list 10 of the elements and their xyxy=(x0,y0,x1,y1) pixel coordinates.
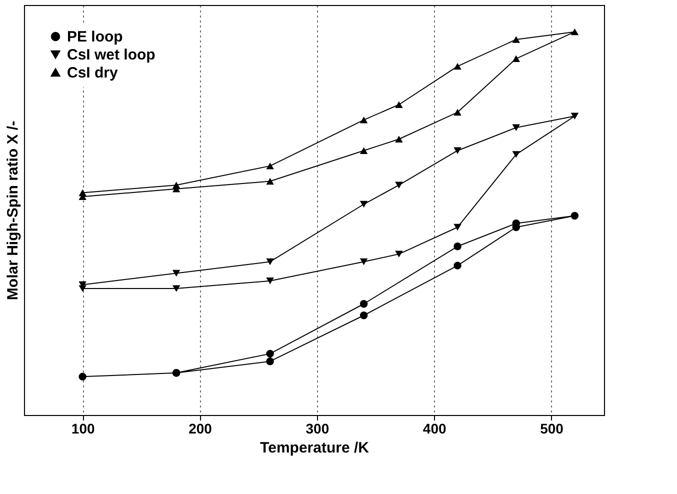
x-axis-title: Temperature /K xyxy=(260,440,370,456)
x-tick-label: 100 xyxy=(71,420,95,436)
legend-label: CsI dry xyxy=(67,64,119,82)
legend-label: PE loop xyxy=(67,28,123,46)
x-tick-label: 300 xyxy=(306,420,330,436)
legend-label: CsI wet loop xyxy=(67,46,156,64)
x-tick-label: 400 xyxy=(422,420,446,436)
x-tick-label: 200 xyxy=(188,420,212,436)
x-tick-label: 500 xyxy=(540,420,564,436)
y-axis-title: Molar High-Spin ratio X /- xyxy=(4,120,22,300)
